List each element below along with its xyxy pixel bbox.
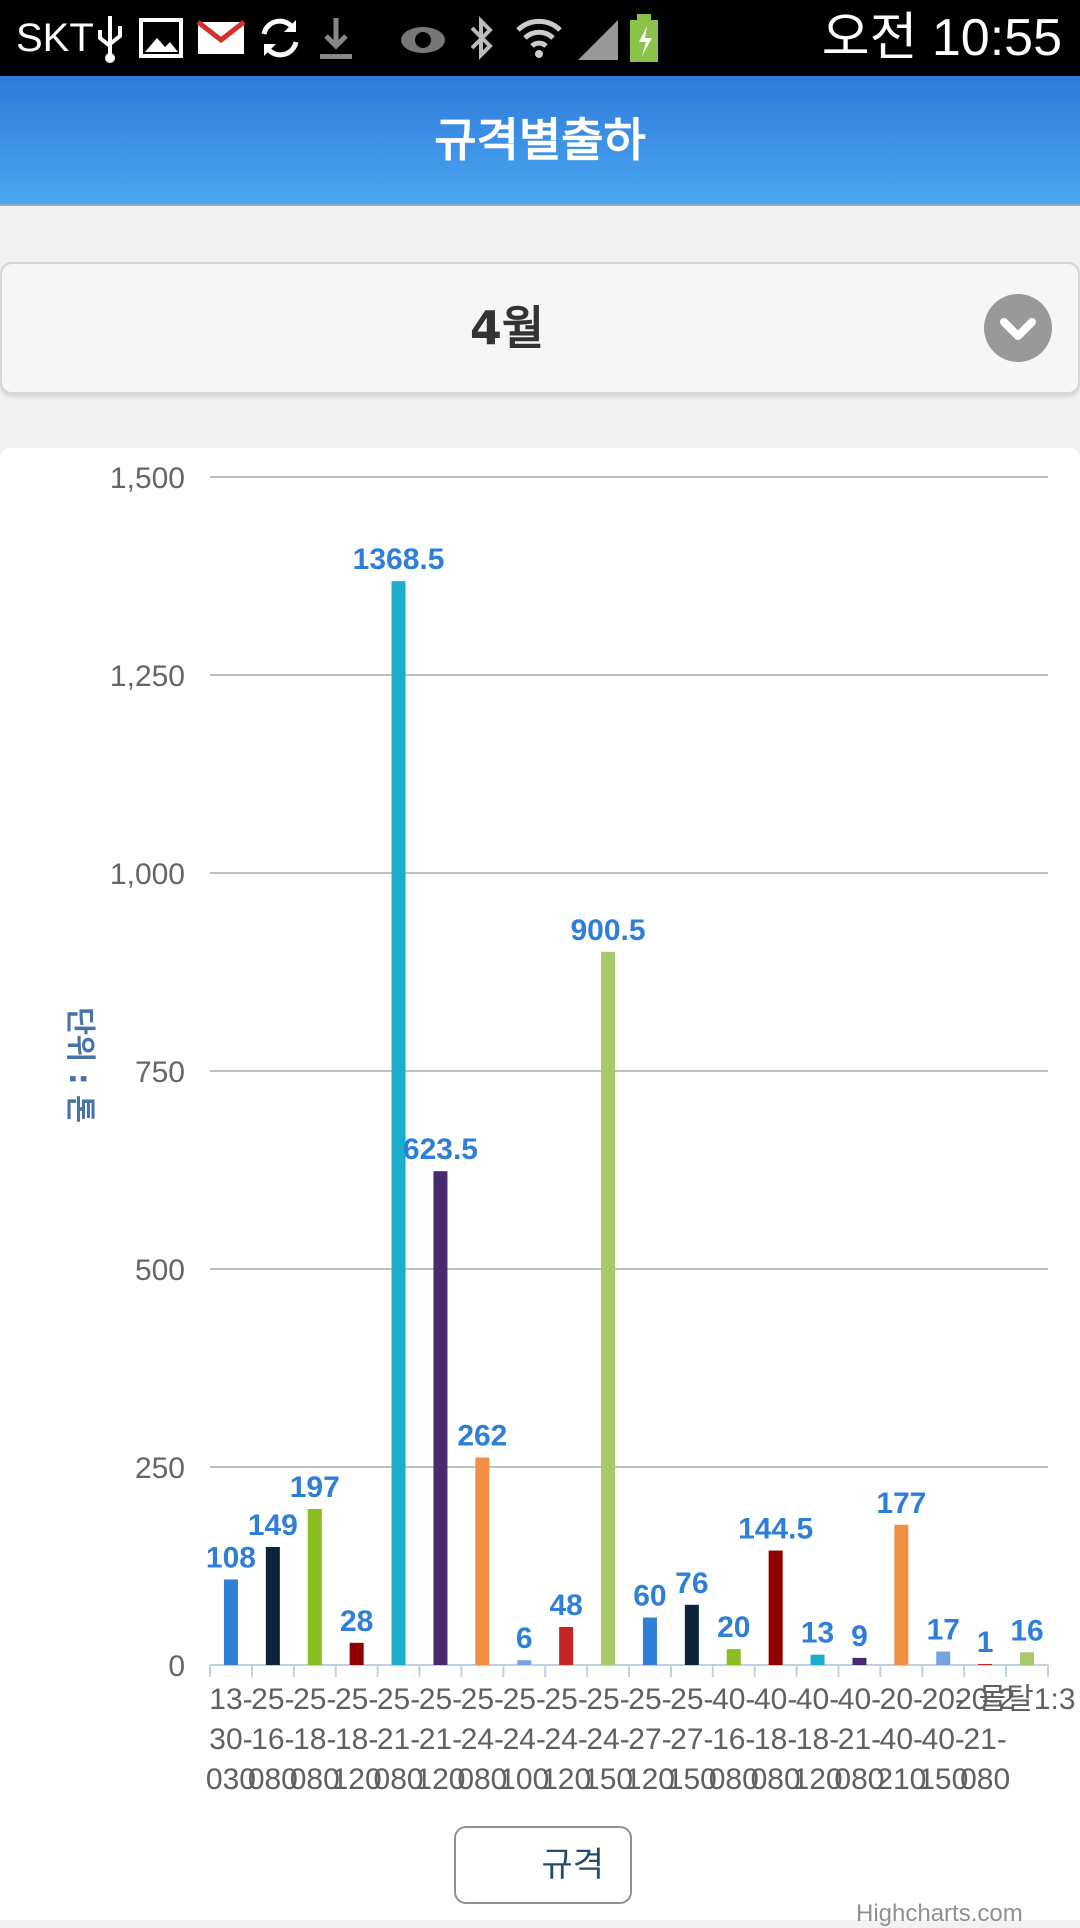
bar: [265, 1546, 280, 1665]
chart-card: [0, 448, 1080, 1920]
bar: [852, 1657, 867, 1665]
bar: [475, 1457, 490, 1665]
x-tick-label: 20-2 21-080: [955, 1683, 1015, 1796]
bar: [559, 1626, 574, 1665]
bar: [684, 1604, 699, 1665]
bar: [433, 1171, 448, 1665]
x-tick-label: 몰탈1:3: [979, 1683, 1076, 1716]
month-select-value: 4월: [469, 301, 545, 355]
y-tick-label: 250: [135, 1452, 185, 1485]
x-tick-label: 25-27-150: [667, 1683, 717, 1796]
x-tick-label: 25-21-080: [374, 1683, 424, 1796]
data-label: 108: [206, 1541, 256, 1574]
data-label: 13: [801, 1617, 834, 1650]
download-icon: [320, 18, 352, 59]
bluetooth-icon: [470, 16, 493, 60]
x-tick-label: 25-21-120: [415, 1683, 465, 1796]
y-tick-label: 750: [135, 1056, 185, 1089]
y-axis-title: 단위 : 톤: [62, 1007, 97, 1123]
y-tick-label: 1,500: [110, 462, 185, 495]
bar: [307, 1508, 322, 1665]
month-select[interactable]: 4월: [0, 262, 1080, 394]
usb-icon: [98, 16, 122, 63]
bar: [810, 1654, 825, 1665]
chart-legend[interactable]: 규격: [454, 1826, 632, 1904]
wifi-icon: [516, 18, 562, 58]
data-label: 197: [290, 1471, 340, 1504]
data-label: 48: [549, 1589, 582, 1622]
x-tick-label: 25-24-100: [499, 1683, 549, 1796]
y-tick-label: 1,250: [110, 660, 185, 693]
data-label: 28: [340, 1605, 373, 1638]
bar: [1020, 1652, 1035, 1665]
sync-icon: [261, 18, 299, 58]
x-tick-label: 25-18-080: [290, 1683, 340, 1796]
data-label: 1: [977, 1626, 994, 1659]
bar: [726, 1649, 741, 1665]
bar: [601, 951, 616, 1665]
bar: [391, 581, 406, 1666]
x-tick-label: 25-27-120: [625, 1683, 675, 1796]
data-label: 60: [633, 1579, 666, 1612]
y-tick-label: 1,000: [110, 858, 185, 891]
x-tick-label: 40-18-080: [751, 1683, 801, 1796]
chart-credits[interactable]: Highcharts.com: [856, 1900, 1023, 1927]
data-label: 16: [1010, 1614, 1043, 1647]
data-label: 623.5: [403, 1133, 478, 1166]
data-label: 149: [248, 1509, 298, 1542]
bar: [894, 1524, 909, 1665]
status-bar: SKT 오전 10:55: [0, 0, 1080, 76]
eye-icon: [401, 27, 445, 53]
battery-icon: [630, 14, 658, 62]
data-label: 1368.5: [353, 543, 445, 576]
status-clock: 오전 10:55: [821, 9, 1062, 67]
x-tick-label: 25-16-080: [248, 1683, 298, 1796]
bar: [349, 1642, 364, 1665]
x-tick-label: 40-16-080: [709, 1683, 759, 1796]
page-title: 규격별출하: [434, 113, 646, 167]
bar: [768, 1550, 783, 1665]
data-label: 20: [717, 1611, 750, 1644]
bar: [936, 1651, 951, 1665]
data-label: 17: [927, 1614, 960, 1647]
data-label: 900.5: [571, 914, 646, 947]
x-tick-label: 25-24-080: [457, 1683, 507, 1796]
image-icon: [139, 18, 183, 58]
x-tick-label: 20-40-150: [918, 1683, 968, 1796]
chevron-down-icon[interactable]: [984, 294, 1052, 362]
x-tick-label: 25-24-150: [583, 1683, 633, 1796]
bar: [223, 1579, 238, 1665]
data-label: 144.5: [738, 1513, 813, 1546]
x-tick-label: 40-21-080: [834, 1683, 884, 1796]
bar: [642, 1617, 657, 1665]
x-tick-label: 20-40-210: [876, 1683, 926, 1796]
y-tick-label: 0: [168, 1650, 185, 1683]
bar: [978, 1664, 993, 1665]
app-header: 규격별출하: [0, 76, 1080, 206]
legend-item-label: 규격: [541, 1845, 604, 1885]
x-tick-label: 13-30-030: [206, 1683, 256, 1796]
data-label: 76: [675, 1567, 708, 1600]
x-tick-label: 40-18-120: [793, 1683, 843, 1796]
data-label: 6: [516, 1622, 533, 1655]
signal-icon: [578, 20, 618, 60]
data-label: 177: [876, 1487, 926, 1520]
x-tick-label: 25-24-120: [541, 1683, 591, 1796]
mail-icon: [196, 20, 246, 54]
carrier-label: SKT: [16, 16, 94, 60]
bar: [517, 1660, 532, 1665]
y-tick-label: 500: [135, 1254, 185, 1287]
x-tick-label: 25-18-120: [332, 1683, 382, 1796]
data-label: 262: [457, 1419, 507, 1452]
data-label: 9: [851, 1620, 868, 1653]
